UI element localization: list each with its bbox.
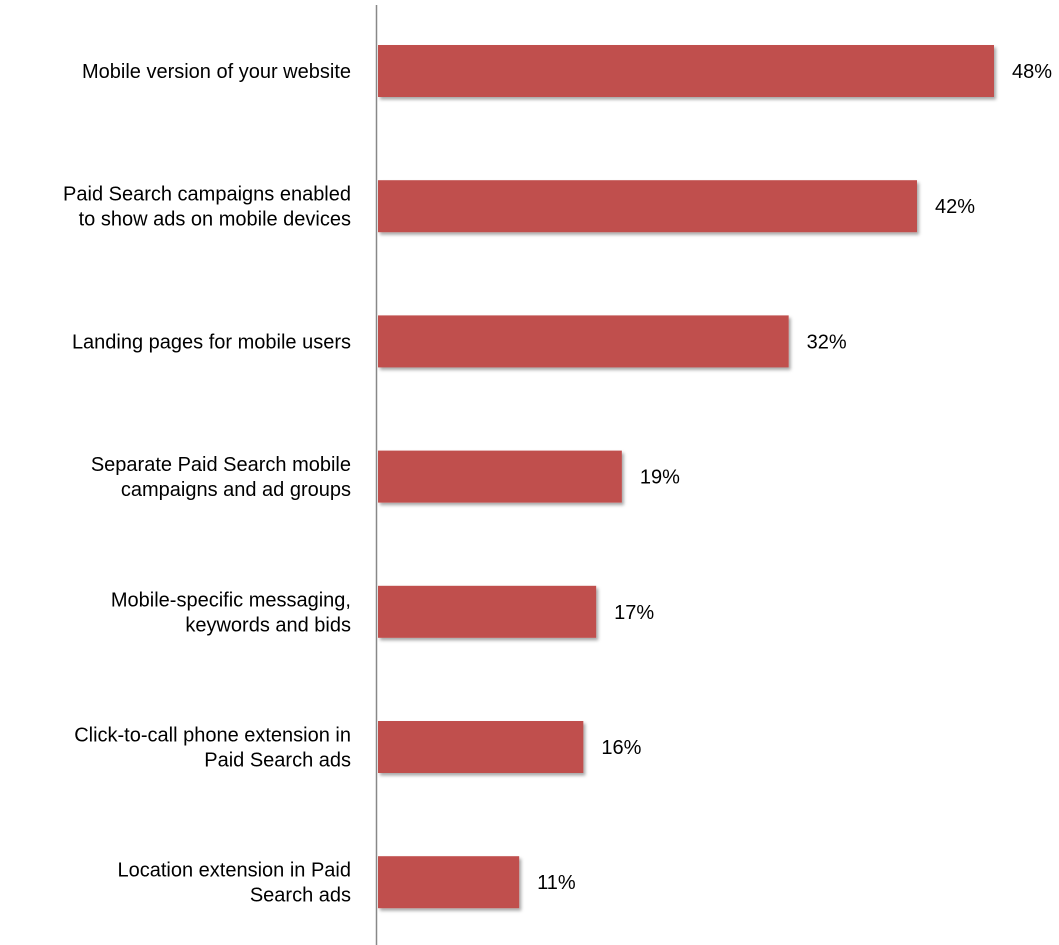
category-label-line: Landing pages for mobile users — [72, 331, 351, 353]
category-label-line: Mobile version of your website — [82, 61, 351, 83]
bar-5 — [378, 585, 597, 638]
category-label-line: Separate Paid Search mobile — [91, 454, 351, 476]
bar-4 — [378, 450, 622, 503]
data-label-7: 11% — [537, 872, 576, 894]
value-labels-group: 48% 42% 32% 19% 17% 16% 11% — [537, 61, 1052, 894]
category-label-line: Mobile-specific messaging, — [111, 589, 351, 611]
category-label-line: keywords and bids — [185, 614, 351, 636]
data-label-5: 17% — [614, 602, 654, 624]
category-label-5: Mobile-specific messaging, keywords and b… — [111, 589, 351, 636]
data-label-4: 19% — [640, 467, 680, 489]
category-label-line: Paid Search campaigns enabled — [63, 184, 351, 206]
category-label-3: Landing pages for mobile users — [72, 331, 351, 353]
category-label-4: Separate Paid Search mobile campaigns and… — [91, 454, 351, 501]
category-label-line: Search ads — [250, 885, 351, 907]
category-label-line: Paid Search ads — [204, 750, 351, 772]
bar-6 — [378, 721, 584, 773]
bar-2 — [378, 180, 917, 233]
bar-3 — [378, 315, 789, 368]
data-label-3: 32% — [807, 331, 847, 353]
category-label-line: Location extension in Paid — [118, 860, 352, 882]
category-labels-group: Mobile version of your website Paid Searc… — [63, 61, 351, 907]
data-label-1: 48% — [1012, 61, 1052, 83]
category-label-2: Paid Search campaigns enabled to show ads… — [63, 184, 351, 231]
category-label-line: Click-to-call phone extension in — [74, 725, 351, 747]
category-label-1: Mobile version of your website — [82, 61, 351, 83]
data-label-6: 16% — [601, 737, 641, 759]
category-label-line: campaigns and ad groups — [121, 479, 351, 501]
data-label-2: 42% — [935, 196, 975, 218]
category-label-line: to show ads on mobile devices — [79, 209, 351, 231]
bar-1 — [378, 45, 994, 97]
bars-group — [378, 45, 994, 909]
category-label-6: Click-to-call phone extension in Paid Sea… — [74, 725, 351, 772]
bar-7 — [378, 856, 520, 909]
category-label-7: Location extension in Paid Search ads — [118, 860, 352, 907]
